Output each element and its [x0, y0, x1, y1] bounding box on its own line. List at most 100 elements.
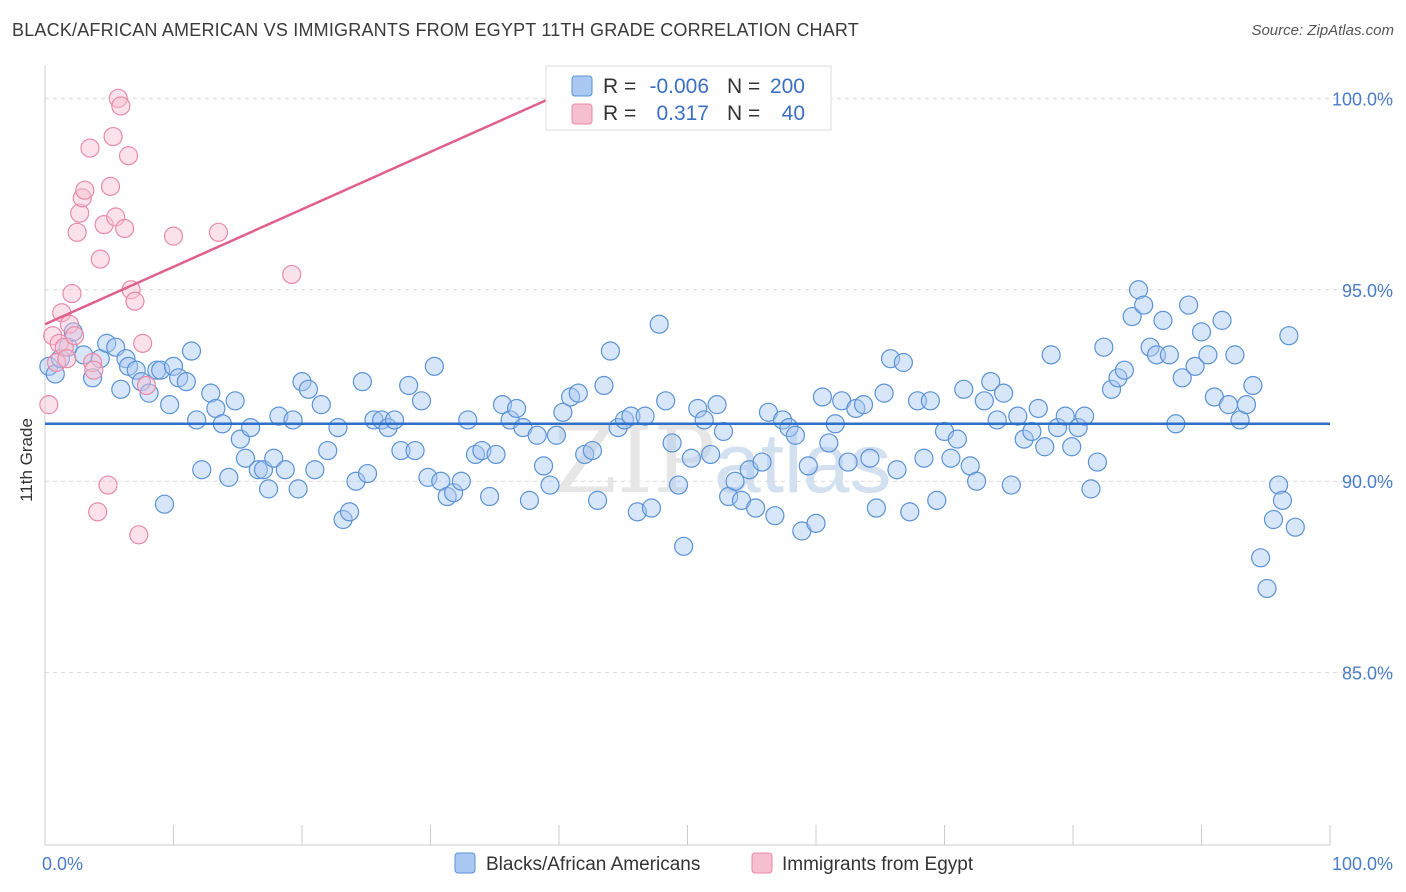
blue-point-98 [668, 475, 689, 495]
blue-point-157 [1062, 437, 1082, 457]
blue-point-171 [1153, 310, 1173, 330]
blue-point-104 [707, 395, 727, 415]
blue-point-103 [701, 444, 721, 465]
pink-point-24 [108, 88, 128, 108]
blue-point-192 [1285, 517, 1305, 537]
pink-point-3 [49, 333, 69, 353]
blue-point-66 [451, 471, 471, 491]
legend-n-value-pink: 40 [782, 102, 805, 125]
blue-point-116 [785, 425, 806, 445]
pink-point-18 [90, 249, 110, 269]
pink-point-20 [98, 475, 118, 495]
pink-point-0 [39, 395, 59, 415]
blue-point-50 [346, 471, 366, 491]
blue-point-162 [1094, 337, 1114, 357]
blue-point-121 [819, 433, 839, 453]
pink-point-7 [59, 314, 80, 334]
pink-point-12 [72, 188, 92, 208]
blue-point-124 [838, 452, 858, 472]
blue-point-78 [533, 456, 554, 476]
blue-point-26 [201, 383, 221, 403]
blue-point-87 [594, 375, 614, 396]
blue-point-153 [1035, 437, 1055, 457]
blue-point-175 [1179, 295, 1199, 315]
pink-point-16 [84, 360, 104, 380]
blue-point-97 [662, 433, 682, 453]
blue-point-86 [587, 490, 608, 510]
blue-point-176 [1185, 356, 1205, 376]
legend-r-value-pink: 0.317 [656, 102, 709, 125]
blue-point-70 [480, 486, 500, 507]
blue-point-180 [1212, 310, 1232, 330]
blue-point-56 [384, 410, 405, 430]
legend-n-label-blue: N = [727, 75, 760, 98]
blue-point-52 [357, 463, 378, 484]
blue-point-113 [765, 506, 785, 526]
blue-point-85 [582, 440, 603, 461]
blue-point-38 [269, 406, 289, 426]
blue-point-29 [219, 467, 239, 487]
blue-point-105 [713, 421, 734, 442]
blue-point-181 [1218, 395, 1239, 415]
blue-point-58 [399, 375, 419, 396]
blue-point-69 [472, 440, 492, 461]
blue-point-144 [974, 391, 994, 411]
blue-point-152 [1028, 398, 1048, 419]
blue-point-80 [546, 425, 567, 445]
blue-point-141 [954, 379, 974, 399]
blue-point-130 [880, 349, 901, 369]
series-pink-points [39, 88, 565, 545]
pink-point-26 [115, 218, 135, 239]
blue-point-34 [248, 460, 268, 480]
pink-point-14 [80, 138, 100, 158]
blue-point-136 [920, 391, 940, 411]
blue-point-131 [887, 460, 907, 480]
blue-point-185 [1243, 375, 1263, 396]
blue-point-143 [967, 471, 987, 491]
pink-point-32 [136, 375, 157, 396]
y-tick-label-0: 100.0% [1332, 89, 1393, 109]
pink-point-10 [67, 222, 87, 242]
trend-lines [44, 93, 1330, 426]
blue-point-22 [176, 372, 196, 392]
pink-point-21 [100, 176, 121, 196]
blue-point-44 [305, 460, 325, 480]
pink-point-13 [75, 180, 95, 200]
y-axis-title: 11th Grade [17, 418, 36, 502]
blue-point-101 [688, 398, 708, 419]
blue-point-39 [275, 460, 295, 480]
blue-point-163 [1101, 379, 1122, 399]
blue-point-184 [1236, 395, 1257, 415]
blue-point-145 [981, 372, 1001, 392]
blue-point-43 [298, 379, 319, 399]
blue-point-19 [160, 395, 180, 415]
pink-point-6 [57, 349, 77, 369]
blue-point-147 [994, 383, 1014, 403]
blue-point-154 [1041, 345, 1061, 365]
blue-point-42 [292, 372, 312, 392]
legend-bottom-label-pink: Immigrants from Egypt [782, 854, 974, 875]
pink-point-30 [129, 525, 149, 545]
trend-line-pink [44, 93, 560, 326]
pink-point-19 [94, 215, 114, 235]
blue-point-172 [1159, 345, 1179, 365]
legend-bottom-swatch-blue [454, 852, 476, 874]
x-tick-label-1: 100.0% [1332, 854, 1393, 874]
blue-point-15 [139, 383, 159, 403]
y-tick-label-1: 95.0% [1342, 281, 1393, 301]
blue-point-161 [1087, 452, 1108, 472]
blue-point-110 [746, 498, 766, 518]
blue-point-49 [339, 502, 360, 522]
blue-point-30 [225, 391, 245, 411]
blue-point-132 [893, 352, 913, 373]
blue-point-188 [1263, 509, 1284, 530]
blue-point-18 [154, 494, 175, 514]
blue-point-47 [328, 418, 348, 438]
pink-point-1 [43, 326, 63, 346]
axes [44, 66, 1331, 846]
pink-point-22 [103, 126, 123, 147]
blue-point-40 [283, 410, 303, 430]
blue-point-95 [649, 314, 669, 334]
blue-point-149 [1008, 406, 1028, 426]
